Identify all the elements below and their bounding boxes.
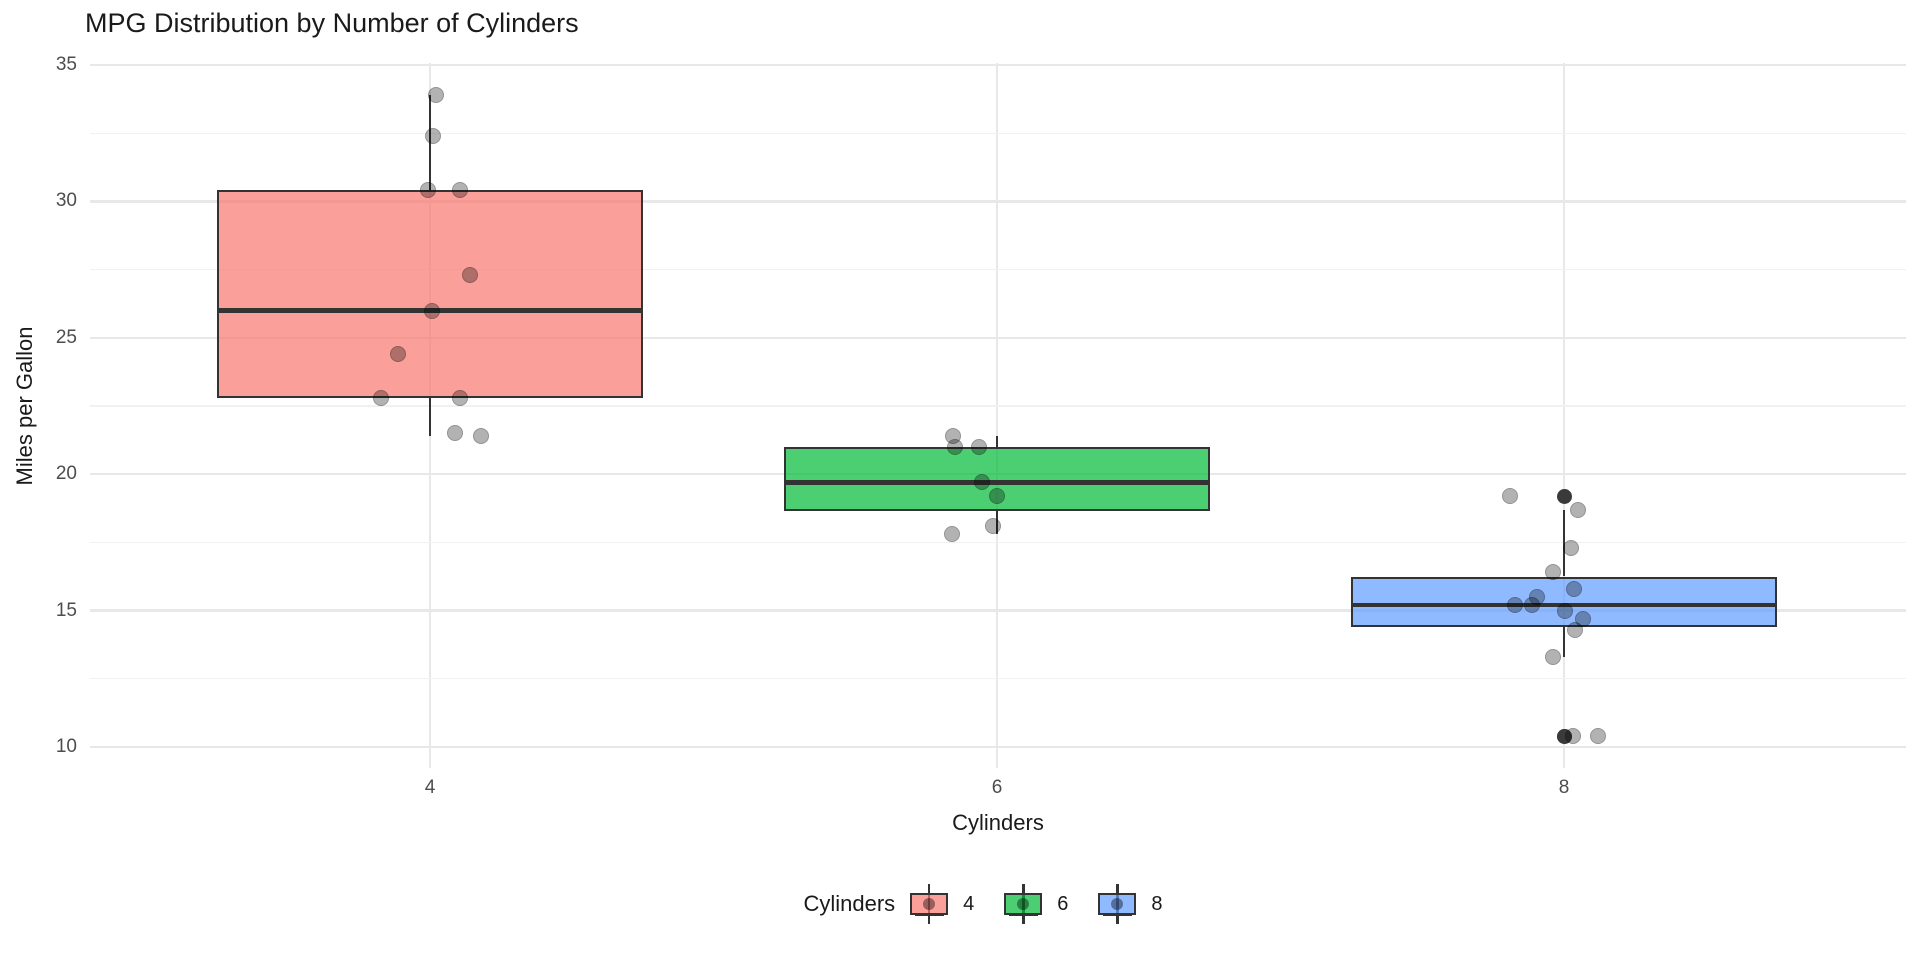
legend-boxplot-key-icon [910, 884, 949, 924]
legend: Cylinders 4 6 8 [90, 882, 1906, 926]
jitter-point-6 [974, 474, 990, 491]
jitter-point-4 [473, 428, 489, 444]
jitter-point-8 [1524, 597, 1540, 614]
jitter-point-6 [971, 438, 987, 455]
jitter-point-4 [428, 87, 444, 103]
jitter-point-8 [1567, 621, 1583, 638]
whisker-lower-8 [1562, 626, 1566, 657]
legend-title: Cylinders [803, 891, 896, 916]
x-tick-label-8: 8 [1558, 777, 1570, 798]
jitter-point-4 [420, 182, 436, 199]
jitter-point-4 [390, 346, 406, 363]
legend-items: 4 6 8 [910, 884, 1192, 924]
gridline-vertical-8 [1562, 63, 1566, 768]
gridline-major-25 [90, 336, 1906, 339]
jitter-point-6 [947, 438, 963, 455]
jitter-point-6 [944, 526, 960, 543]
x-tick-label-6: 6 [991, 777, 1003, 798]
whisker-lower-4 [428, 397, 432, 436]
y-tick-label-35: 35 [55, 54, 77, 75]
median-line-6 [784, 480, 1210, 485]
gridline-vertical-6 [995, 63, 999, 768]
legend-boxplot-key-icon [1004, 884, 1043, 924]
gridline-minor-32.5 [90, 132, 1906, 134]
legend-item-8: 8 [1098, 884, 1192, 924]
jitter-point-4 [425, 127, 441, 144]
gridline-major-30 [90, 200, 1906, 203]
legend-boxplot-key-icon [1098, 884, 1137, 924]
jitter-point-8 [1566, 580, 1582, 597]
jitter-point-8 [1570, 501, 1586, 518]
jitter-point-8 [1545, 648, 1561, 665]
legend-item-4: 4 [910, 884, 1004, 924]
gridline-minor-27.5 [90, 269, 1906, 271]
chart-title: MPG Distribution by Number of Cylinders [85, 8, 579, 38]
jitter-point-6 [985, 518, 1001, 535]
y-tick-label-20: 20 [55, 463, 77, 485]
x-tick-label-4: 4 [424, 777, 436, 798]
box-8 [1351, 576, 1777, 627]
jitter-point-8 [1565, 728, 1581, 745]
whisker-upper-6 [995, 436, 999, 447]
jitter-point-8 [1545, 564, 1561, 581]
gridline-minor-17.5 [90, 541, 1906, 543]
gridline-major-35 [90, 63, 1906, 67]
jitter-point-8 [1557, 602, 1573, 619]
jitter-point-8 [1590, 728, 1606, 745]
y-tick-label-15: 15 [55, 599, 77, 621]
x-axis-title: Cylinders [952, 810, 1044, 835]
jitter-point-8 [1507, 597, 1523, 614]
jitter-point-4 [462, 267, 478, 284]
jitter-point-8 [1563, 539, 1579, 556]
jitter-point-6 [989, 488, 1005, 505]
jitter-point-8 [1502, 488, 1518, 505]
legend-label-4: 4 [963, 892, 975, 915]
gridline-minor-22.5 [90, 405, 1906, 407]
y-tick-label-25: 25 [55, 326, 77, 348]
box-4 [217, 190, 643, 398]
y-axis-title: Miles per Gallon [12, 326, 37, 486]
jitter-point-4 [447, 425, 463, 442]
jitter-point-4 [373, 389, 389, 406]
gridline-major-10 [90, 745, 1906, 749]
jitter-point-4 [452, 389, 468, 406]
jitter-point-4 [452, 182, 468, 199]
y-tick-label-10: 10 [55, 736, 77, 757]
outlier-point-8 [1556, 488, 1572, 504]
legend-label-8: 8 [1151, 892, 1163, 915]
legend-item-6: 6 [1004, 884, 1098, 924]
legend-label-6: 6 [1057, 892, 1069, 915]
y-tick-label-30: 30 [55, 190, 77, 212]
gridline-major-15 [90, 609, 1906, 612]
jitter-point-4 [424, 302, 440, 319]
gridline-minor-12.5 [90, 678, 1906, 680]
